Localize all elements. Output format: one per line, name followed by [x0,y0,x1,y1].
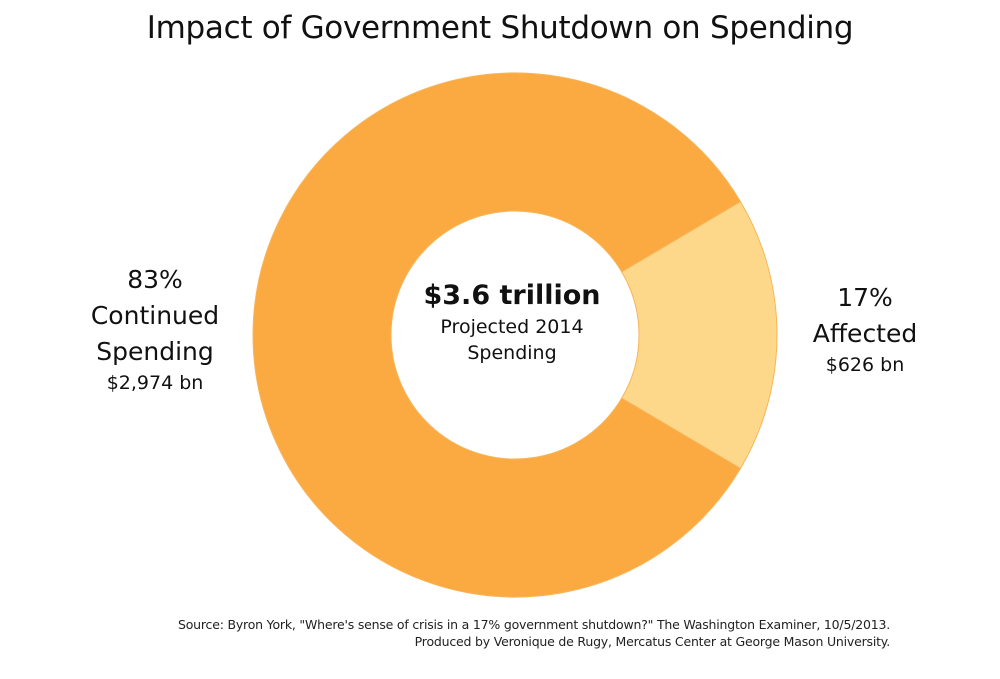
continued-name-line2: Spending [96,337,214,366]
affected-value: $626 bn [825,354,905,376]
affected-name: Affected [812,319,918,348]
total-value: $3.6 trillion [423,280,601,311]
source-citation: Source: Byron York, "Where's sense of cr… [177,617,890,632]
chart-title: Impact of Government Shutdown on Spendin… [146,10,854,46]
continued-percent: 83% [127,265,183,294]
total-caption-line1: Projected 2014 [440,316,584,338]
affected-percent: 17% [837,283,893,312]
donut-center-label: $3.6 trillion Projected 2014 Spending [394,278,630,366]
affected-label: 17% Affected $626 bn [790,280,940,378]
continued-value: $2,974 bn [106,372,204,394]
source-note: Source: Byron York, "Where's sense of cr… [60,616,890,650]
donut-slice-continued-spending [252,72,742,598]
total-caption-line2: Spending [467,342,557,364]
continued-spending-label: 83% Continued Spending $2,974 bn [70,262,240,396]
continued-name-line1: Continued [90,301,220,330]
donut-slice-affected [621,200,778,470]
source-producer: Produced by Veronique de Rugy, Mercatus … [414,634,891,649]
